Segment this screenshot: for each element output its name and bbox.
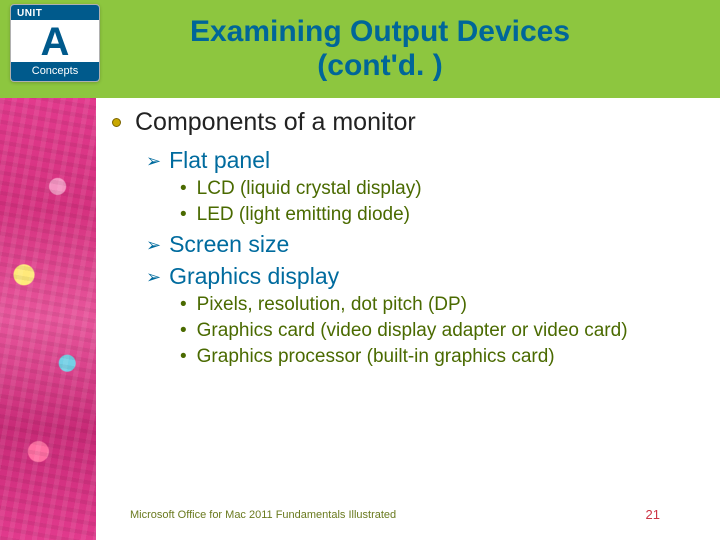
footer: Microsoft Office for Mac 2011 Fundamenta… [130, 507, 690, 522]
list-item: ➢ Graphics display [146, 263, 702, 291]
footer-text: Microsoft Office for Mac 2011 Fundamenta… [130, 509, 396, 521]
sub-list-item: • Pixels, resolution, dot pitch (DP) [180, 293, 702, 317]
sub-list-text: Pixels, resolution, dot pitch (DP) [197, 293, 487, 317]
sub-list-text: LCD (liquid crystal display) [197, 177, 442, 201]
header-band: Examining Output Devices (cont'd. ) [0, 0, 720, 98]
unit-badge: UNIT A Concepts [10, 4, 100, 82]
title-line-1: Examining Output Devices [190, 15, 570, 48]
list-item: ➢ Screen size [146, 231, 702, 259]
sub-list-item: • Graphics processor (built-in graphics … [180, 345, 702, 369]
sub-list-text: Graphics processor (built-in graphics ca… [197, 345, 575, 369]
page-number: 21 [646, 507, 660, 522]
dot-icon: • [180, 293, 187, 317]
sub-list-item: • Graphics card (video display adapter o… [180, 319, 702, 343]
decorative-sidebar [0, 98, 96, 540]
main-heading-text: Components of a monitor [135, 108, 416, 137]
list-item-label: Screen size [169, 231, 289, 258]
unit-badge-letter: A [11, 20, 99, 62]
arrow-icon: ➢ [146, 147, 161, 175]
dot-icon: • [180, 319, 187, 343]
sub-list-text: Graphics card (video display adapter or … [197, 319, 648, 343]
sub-list-item: • LED (light emitting diode) [180, 203, 702, 227]
dot-icon: • [180, 203, 187, 227]
list-item: ➢ Flat panel [146, 147, 702, 175]
list-item-label: Flat panel [169, 147, 270, 174]
arrow-icon: ➢ [146, 231, 161, 259]
dot-icon: • [180, 177, 187, 201]
bullet-icon [112, 118, 121, 127]
sub-list-item: • LCD (liquid crystal display) [180, 177, 702, 201]
slide-title: Examining Output Devices (cont'd. ) [190, 15, 570, 84]
title-line-2: (cont'd. ) [317, 49, 442, 82]
arrow-icon: ➢ [146, 263, 161, 291]
sub-list-text: LED (light emitting diode) [197, 203, 430, 227]
main-heading: Components of a monitor [112, 108, 702, 137]
list-item-label: Graphics display [169, 263, 339, 290]
unit-badge-bottom: Concepts [11, 62, 99, 81]
unit-badge-top: UNIT [11, 5, 99, 20]
content-area: Components of a monitor ➢ Flat panel • L… [112, 108, 702, 369]
dot-icon: • [180, 345, 187, 369]
